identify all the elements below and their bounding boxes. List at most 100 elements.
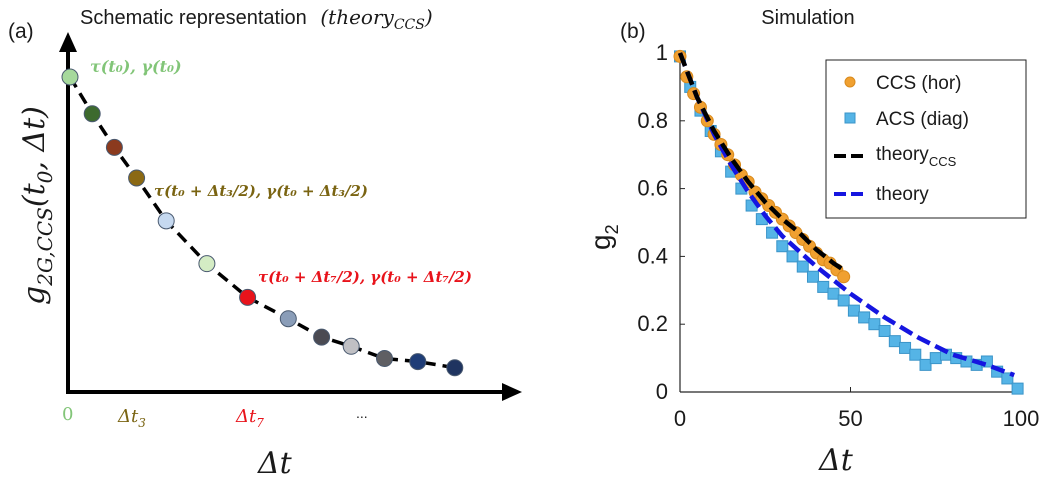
panel-a-title: Schematic representation (theoryCCS) [80,5,433,33]
ccs-series-point-20 [809,246,823,260]
panel-b-xtick-label-0: 0 [674,406,686,431]
acs-series-point-33 [1011,382,1024,395]
panel-a-point-0 [61,68,79,86]
panel-b-ytick-label-5: 1 [656,40,668,65]
panel-a-tick-0: 0 [62,404,73,425]
panel-b-label: (b) [620,20,646,43]
ccs-series-point-19 [803,239,817,253]
panel-a-annotation-first: τ(t₀), γ(t₀) [90,57,182,76]
ccs-series-point-22 [823,256,837,270]
acs-series-point-16 [837,294,850,307]
acs-series-point-1 [684,80,697,93]
ccs-series-point-13 [762,199,776,213]
panel-b-title: Simulation [761,7,854,29]
ccs-series-point-16 [782,219,796,233]
panel-a-point-5 [198,255,216,273]
panel-a-points-layer [61,68,464,377]
panel-a-point-11 [409,353,427,371]
panel-b-legend: CCS (hor) ACS (diag) theoryCCS theory [825,59,1027,219]
panel-b-series-layer [673,49,1024,395]
panel-b-ylabel: g2 [585,224,622,250]
acs-series-point-24 [919,358,932,371]
acs-series-point-12 [796,260,809,273]
ccs-series-point-9 [734,168,748,182]
acs-series-point-7 [745,199,758,212]
panel-b-xlabel: Δt [818,443,854,478]
panel-a-xlabel: Δt [257,446,293,481]
acs-series-point-6 [735,182,748,195]
legend-label-ccs: CCS (hor) [876,73,962,94]
acs-series-point-2 [694,104,707,117]
acs-series-point-8 [755,213,768,226]
panel-a-point-2 [105,138,123,156]
acs-series-point-18 [858,311,871,324]
panel-b-xtick-label-1: 50 [838,406,862,431]
ccs-series-point-23 [830,263,844,277]
panel-a-point-1 [83,105,101,123]
acs-series-point-9 [766,226,779,239]
ccs-series-point-24 [837,270,851,284]
acs-series-point-10 [776,240,789,253]
panel-a-point-12 [446,359,464,377]
theory-ccs-series-line [677,52,845,272]
legend-label-theory-ccs: theoryCCS [876,144,957,169]
acs-series-point-29 [970,358,983,371]
ccs-series-point-1 [680,70,694,84]
acs-series-point-17 [847,304,860,317]
panel-b-ytick-label-3: 0.6 [637,176,668,201]
panel-a-tick-dt3: Δt3 [117,406,146,430]
panel-a-point-8 [313,328,331,346]
panel-a-tick-dt7: Δt7 [235,406,264,430]
panel-b-xtick-label-2: 100 [1003,406,1040,431]
ccs-series-point-0 [673,49,687,63]
panel-a-tick-ellipsis: ... [356,405,368,421]
panel-b-ytick-label-1: 0.2 [637,311,668,336]
panel-b-ytick-label-0: 0 [656,379,668,404]
legend-box [825,59,1027,219]
panel-a-point-6 [239,288,257,306]
legend-marker-ccs [844,76,856,88]
ccs-series-point-5 [707,127,721,141]
panel-a-x-arrow [502,383,522,401]
ccs-series-point-11 [748,185,762,199]
panel-a-annotation-mid: τ(t₀ + Δt₃/2), γ(t₀ + Δt₃/2) [154,182,368,200]
ccs-series-point-7 [721,148,735,162]
ccs-series-point-21 [816,253,830,267]
theory-series-line [677,52,1015,378]
acs-series-point-20 [878,324,891,337]
acs-series-point-0 [674,50,686,63]
panel-a-schematic: (a) Schematic representation (theoryCCS)… [8,5,522,481]
ccs-series-point-15 [775,212,789,226]
acs-series-point-26 [939,348,952,361]
legend-label-theory: theory [876,184,929,205]
panel-b-ytick-label-2: 0.4 [637,243,668,268]
ccs-series-point-6 [714,138,728,152]
ccs-series-point-2 [687,87,701,101]
acs-series-point-5 [725,165,738,178]
panel-a-point-7 [279,310,297,328]
ccs-series-point-14 [768,205,782,219]
panel-a-point-4 [157,212,175,230]
legend-marker-acs [844,112,856,124]
panel-a-point-9 [342,337,360,355]
acs-series-point-15 [827,287,840,300]
acs-series-point-19 [868,318,881,331]
legend-label-acs: ACS (diag) [876,109,969,130]
panel-b-axes-layer: 0 0.2 0.4 0.6 0.8 1 0 50 100 [637,40,1039,431]
panel-a-point-3 [128,169,146,187]
acs-series-point-11 [786,250,799,263]
acs-series-point-28 [960,355,973,368]
panel-a-dashed-curve [68,76,456,370]
panel-a-label: (a) [8,20,34,43]
ccs-series-point-17 [789,226,803,240]
acs-series-point-22 [899,341,912,354]
panel-a-curve-layer [68,76,456,370]
acs-series-point-32 [1001,372,1014,385]
acs-series-point-4 [714,145,727,158]
acs-series-point-25 [929,352,942,365]
ccs-series-point-3 [693,100,707,114]
ccs-series-point-4 [700,114,714,128]
panel-a-annotation-red: τ(t₀ + Δt₇/2), γ(t₀ + Δt₇/2) [258,268,472,286]
acs-series-point-23 [909,348,922,361]
ccs-series-point-18 [796,232,810,246]
